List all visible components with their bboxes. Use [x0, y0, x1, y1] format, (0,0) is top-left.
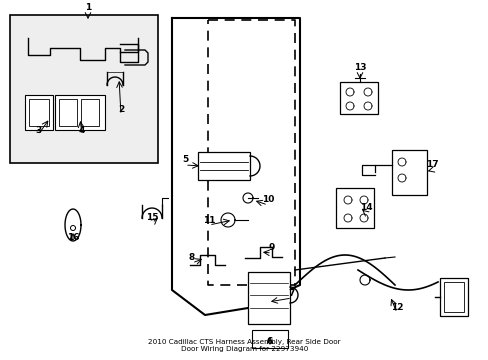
Text: 17: 17 [425, 161, 437, 170]
Bar [439, 278, 467, 316]
Bar [443, 282, 463, 312]
Text: 10: 10 [261, 195, 274, 204]
Text: 16: 16 [67, 234, 79, 243]
Text: 15: 15 [145, 213, 158, 222]
Bar [55, 95, 105, 130]
Bar [251, 330, 287, 348]
Text: 14: 14 [359, 203, 371, 212]
Text: 13: 13 [353, 63, 366, 72]
Bar [339, 82, 377, 114]
Bar [81, 99, 99, 126]
Bar [29, 99, 49, 126]
Bar [247, 272, 289, 324]
Text: 8: 8 [188, 253, 195, 262]
Text: 1: 1 [85, 4, 91, 13]
Text: 7: 7 [288, 288, 295, 297]
Bar [391, 150, 426, 195]
Bar [335, 188, 373, 228]
Text: 2010 Cadillac CTS Harness Assembly, Rear Side Door
Door Wiring Diagram for 22973: 2010 Cadillac CTS Harness Assembly, Rear… [148, 339, 340, 352]
Text: 12: 12 [390, 303, 403, 312]
Bar [25, 95, 53, 130]
Text: 5: 5 [182, 156, 188, 165]
Text: 2: 2 [118, 105, 124, 114]
Bar [59, 99, 77, 126]
Text: 4: 4 [79, 126, 85, 135]
Text: 6: 6 [266, 338, 273, 346]
Text: 9: 9 [268, 243, 275, 252]
Bar [198, 152, 249, 180]
Bar [10, 15, 158, 163]
Text: 3: 3 [35, 126, 41, 135]
Text: 11: 11 [203, 216, 215, 225]
